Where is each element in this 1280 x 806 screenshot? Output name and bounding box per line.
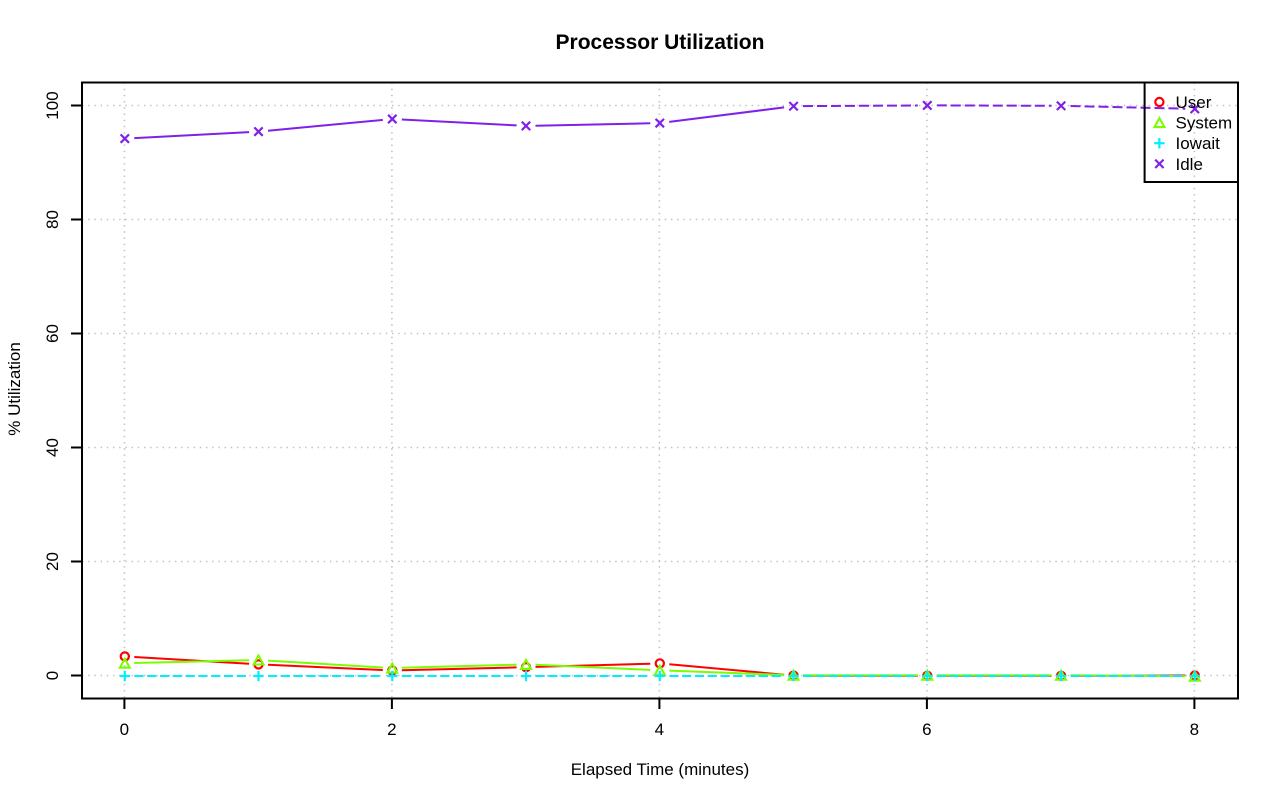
svg-text:100: 100 bbox=[43, 91, 62, 119]
svg-text:0: 0 bbox=[120, 720, 129, 739]
svg-text:Processor Utilization: Processor Utilization bbox=[556, 31, 765, 54]
svg-text:8: 8 bbox=[1190, 720, 1199, 739]
svg-text:60: 60 bbox=[43, 324, 62, 343]
svg-text:6: 6 bbox=[922, 720, 931, 739]
svg-text:Idle: Idle bbox=[1176, 155, 1203, 174]
svg-text:0: 0 bbox=[43, 671, 62, 680]
svg-text:4: 4 bbox=[655, 720, 664, 739]
svg-text:Iowait: Iowait bbox=[1176, 134, 1221, 153]
svg-text:2: 2 bbox=[387, 720, 396, 739]
svg-text:System: System bbox=[1176, 114, 1233, 133]
svg-text:40: 40 bbox=[43, 438, 62, 457]
svg-text:% Utilization: % Utilization bbox=[5, 342, 24, 436]
svg-text:User: User bbox=[1176, 93, 1212, 112]
svg-text:20: 20 bbox=[43, 552, 62, 571]
svg-text:80: 80 bbox=[43, 210, 62, 229]
svg-text:Elapsed Time (minutes): Elapsed Time (minutes) bbox=[571, 760, 750, 779]
